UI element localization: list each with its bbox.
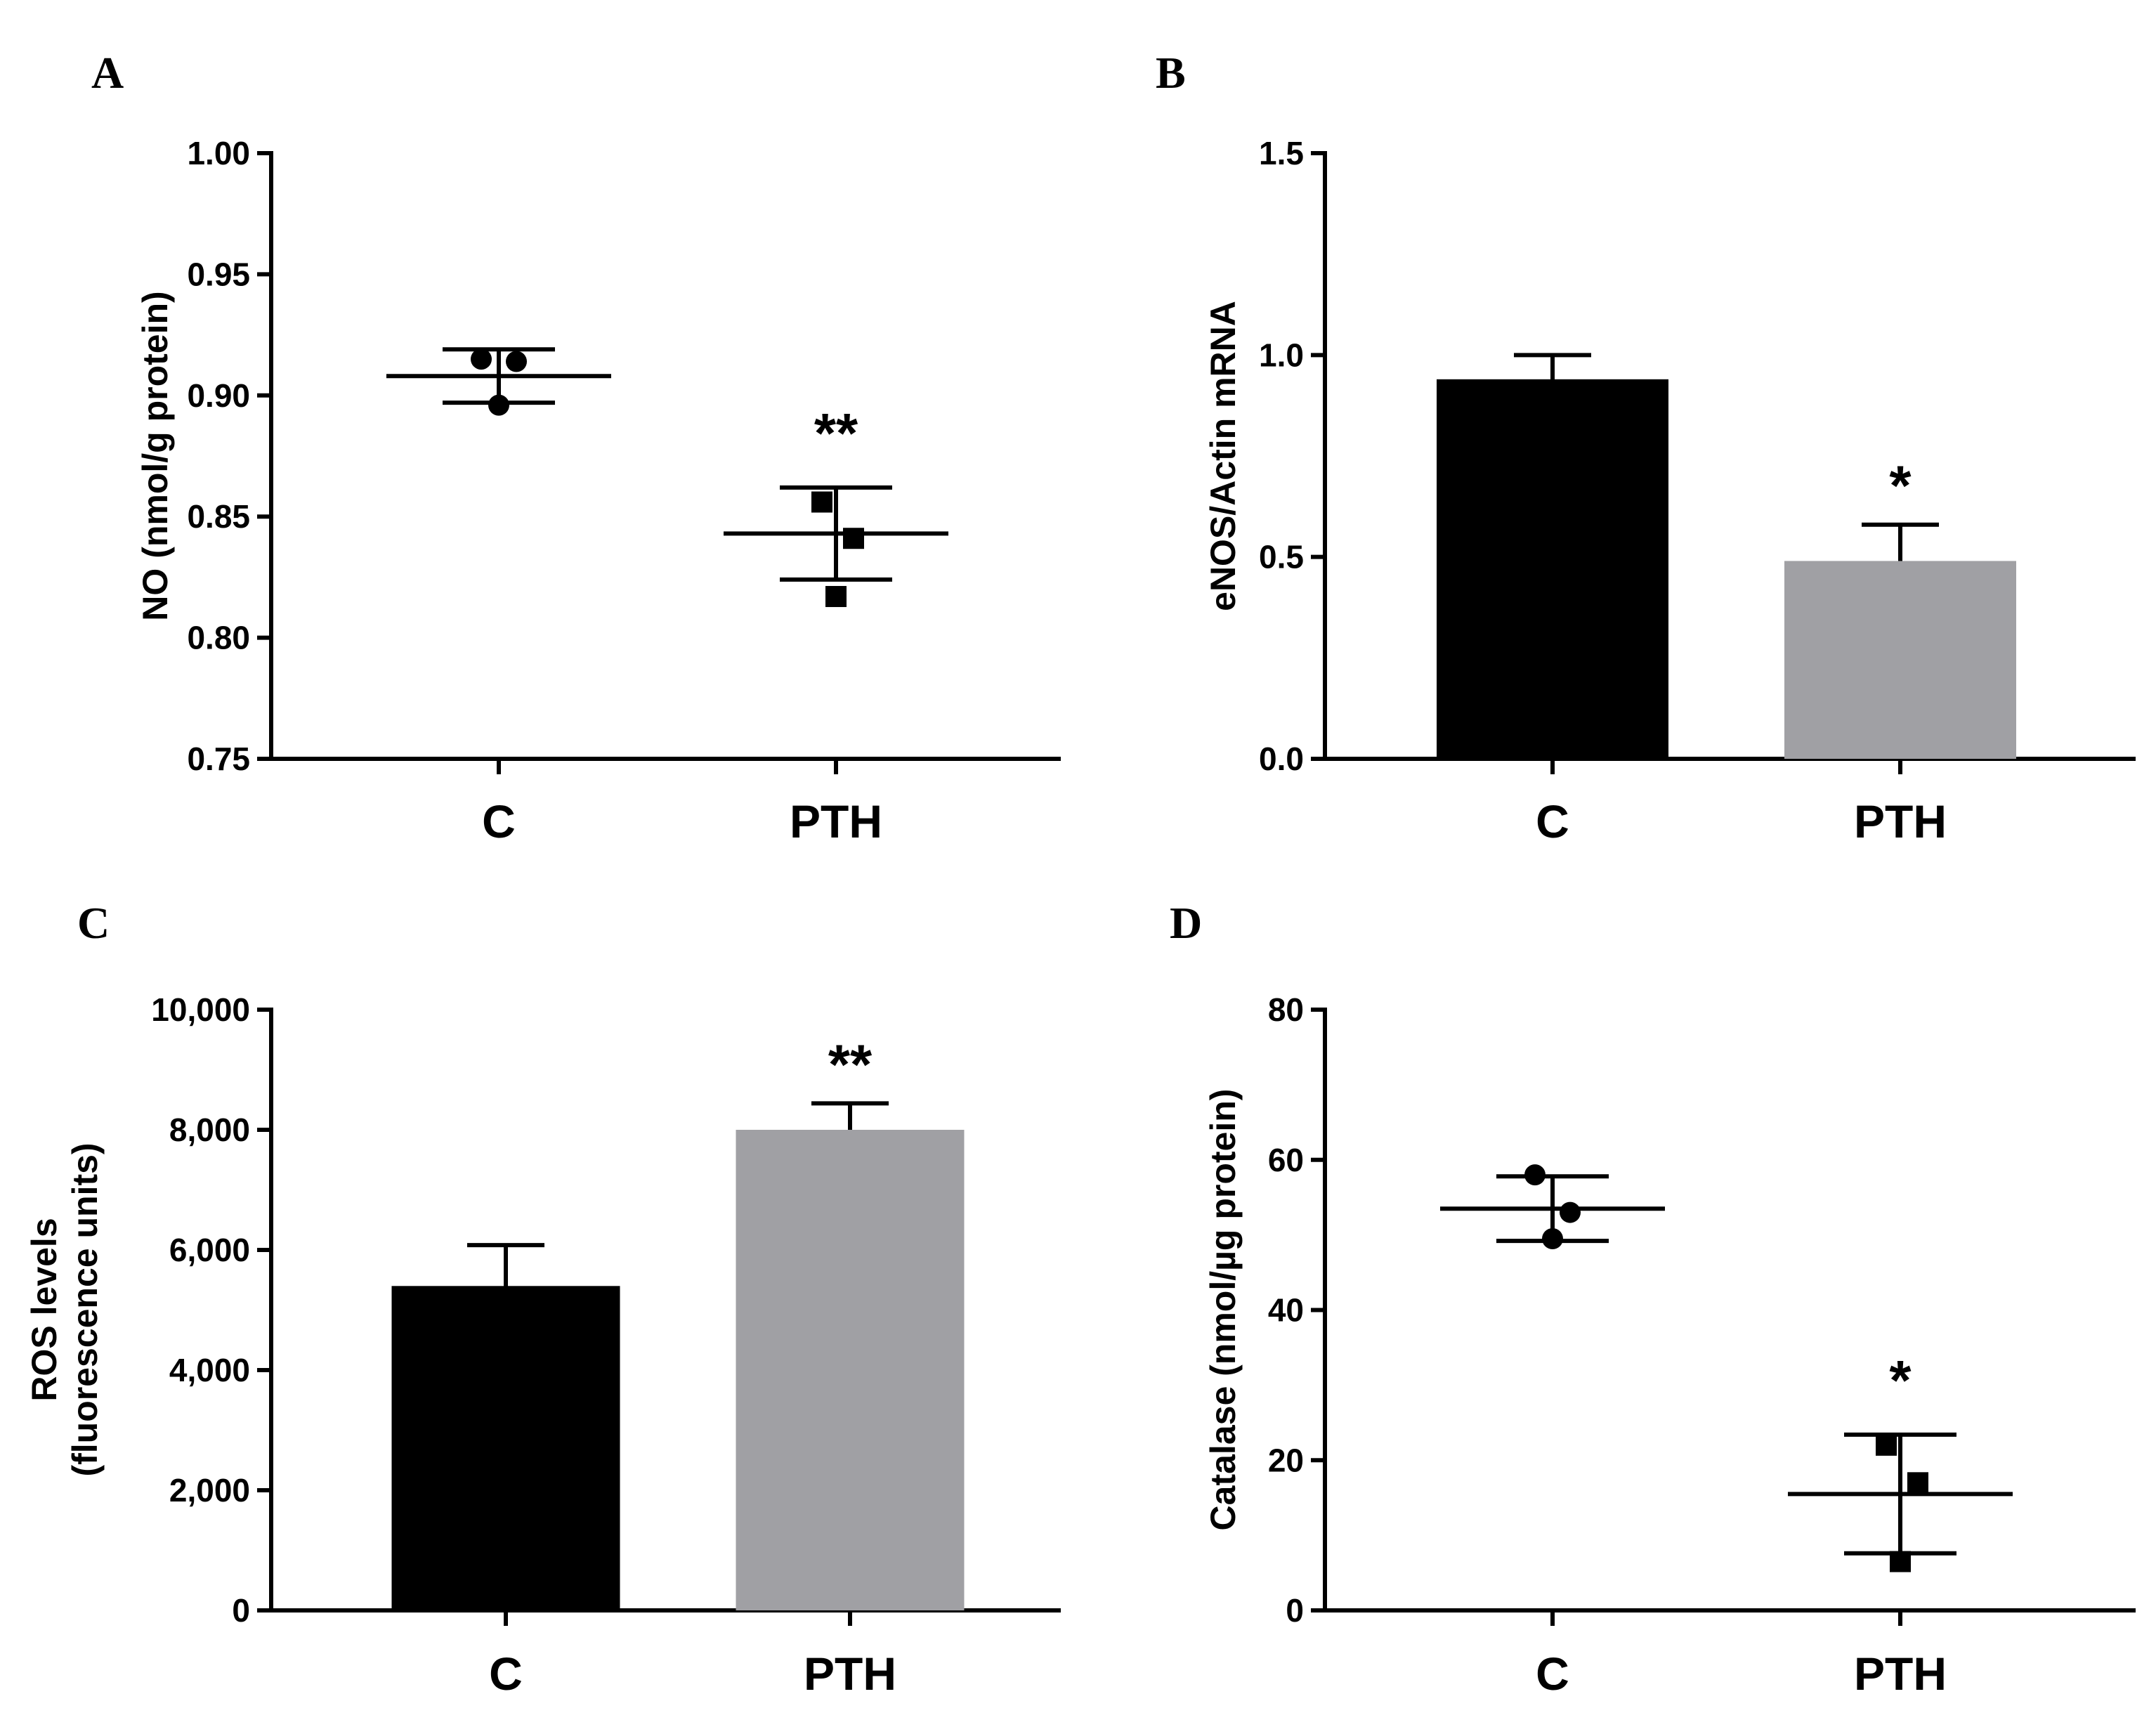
significance-label: *: [1889, 1349, 1912, 1412]
significance-label: *: [1889, 455, 1912, 517]
data-point: [811, 491, 832, 513]
y-axis-title: ROS levels(fluorescence units): [25, 1142, 105, 1476]
y-tick-label: 60: [1268, 1142, 1304, 1178]
y-tick-label: 1.5: [1259, 135, 1304, 171]
data-point: [1560, 1201, 1581, 1223]
y-tick-label: 0: [1286, 1592, 1304, 1629]
y-axis-title-line: ROS levels: [25, 1218, 64, 1401]
y-tick-label: 0.90: [187, 377, 250, 414]
panel-d: D 0 20 40 60 80 C PTH Catalase (nmol/µg protein)…: [1170, 898, 2136, 1700]
y-tick-label: 0: [232, 1592, 250, 1629]
x-category-label: PTH: [1854, 795, 1947, 847]
data-point: [1907, 1472, 1928, 1494]
panel-a: A 0.75 0.80 0.85 0.90 0.95 1.00 C PTH NO (nmol/g …: [91, 48, 1061, 847]
x-category-label: C: [1536, 1648, 1569, 1700]
panel-b: B 0.0 0.5 1.0 1.5 C PTH eNOS/Actin mRNA *: [1156, 48, 2136, 847]
panel-letter: C: [77, 898, 110, 948]
panel-letter: A: [91, 48, 124, 98]
y-tick-label: 2,000: [169, 1472, 250, 1509]
significance-label: **: [814, 402, 858, 464]
y-tick-label: 10,000: [151, 991, 250, 1028]
x-category-label: PTH: [790, 795, 882, 847]
y-tick-label: 1.0: [1259, 337, 1304, 373]
y-tick-label: 0.0: [1259, 741, 1304, 777]
data-point: [1542, 1227, 1563, 1249]
y-tick-label: 6,000: [169, 1232, 250, 1268]
x-category-label: C: [482, 795, 516, 847]
data-point: [843, 528, 864, 549]
y-tick-label: 0.80: [187, 620, 250, 656]
y-tick-label: 0.5: [1259, 539, 1304, 575]
data-point: [1876, 1434, 1897, 1456]
data-point: [1890, 1551, 1911, 1572]
y-tick-label: 40: [1268, 1292, 1304, 1329]
y-tick-label: 0.95: [187, 256, 250, 292]
y-tick-label: 4,000: [169, 1352, 250, 1388]
x-category-label: C: [489, 1648, 523, 1700]
data-point: [506, 351, 527, 372]
y-axis-title: NO (nmol/g protein): [136, 291, 175, 620]
y-axis-title: eNOS/Actin mRNA: [1203, 301, 1243, 611]
y-tick-label: 8,000: [169, 1112, 250, 1148]
panel-letter: B: [1156, 48, 1186, 98]
y-tick-label: 80: [1268, 991, 1304, 1028]
significance-label: **: [828, 1033, 873, 1095]
bar: [1437, 379, 1668, 759]
y-tick-label: 0.75: [187, 741, 250, 777]
x-category-label: PTH: [804, 1648, 896, 1700]
y-axis-title: Catalase (nmol/µg protein): [1203, 1089, 1243, 1531]
bar: [1784, 561, 2016, 759]
data-point: [825, 585, 847, 607]
y-tick-label: 1.00: [187, 135, 250, 171]
bar: [391, 1286, 620, 1610]
data-point: [1524, 1164, 1546, 1186]
x-category-label: PTH: [1854, 1648, 1947, 1700]
panel-letter: D: [1170, 898, 1202, 948]
data-point: [488, 394, 509, 416]
panel-c: C 0 2,000 4,000 6,000 8,000 10,000 C PTH ROS leve…: [25, 898, 1061, 1700]
bar: [736, 1130, 965, 1610]
data-point: [471, 348, 492, 370]
y-tick-label: 20: [1268, 1442, 1304, 1478]
x-category-label: C: [1536, 795, 1569, 847]
y-axis-title-line: (fluorescence units): [65, 1142, 105, 1476]
y-tick-label: 0.85: [187, 498, 250, 535]
